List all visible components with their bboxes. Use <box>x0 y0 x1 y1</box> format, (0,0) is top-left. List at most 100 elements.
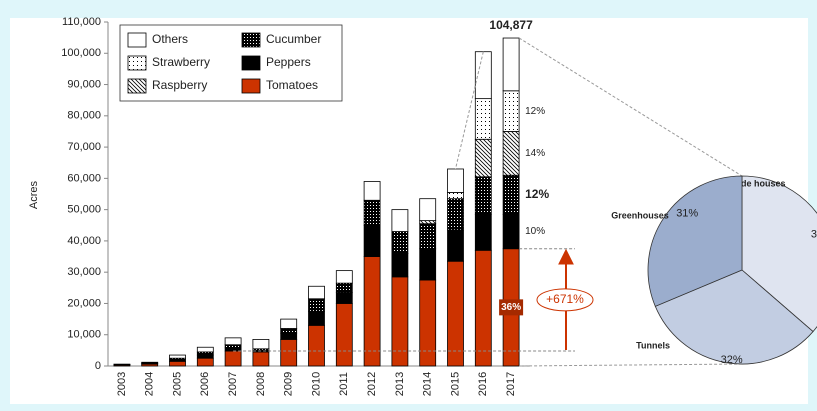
y-tick-label: 90,000 <box>67 78 101 90</box>
share-annotation: 12% <box>525 106 545 117</box>
share-annotation: 14% <box>525 148 545 159</box>
share-annotation: 12% <box>525 187 549 201</box>
bar-segment <box>474 98 492 140</box>
legend-label: Peppers <box>266 55 311 69</box>
bar-segment <box>280 339 298 367</box>
share-annotation: 10% <box>525 226 545 237</box>
x-tick-label: 2013 <box>394 372 406 396</box>
bar-segment <box>196 346 214 353</box>
legend-label: Cucumber <box>266 32 321 46</box>
x-tick-label: 2009 <box>283 372 295 396</box>
pie-value-label: 36% <box>811 229 817 241</box>
share-annotation: 36% <box>501 302 521 313</box>
bar-segment <box>252 351 270 367</box>
legend-label: Tomatoes <box>266 78 318 92</box>
bar-segment <box>308 285 325 300</box>
x-tick-label: 2006 <box>199 372 211 396</box>
bar-segment <box>419 198 437 221</box>
x-tick-label: 2004 <box>144 372 156 396</box>
bar-segment <box>391 276 409 367</box>
legend-box <box>119 24 343 102</box>
bar-segment <box>391 253 409 278</box>
leader-line <box>518 37 743 177</box>
x-tick-label: 2015 <box>449 372 461 396</box>
bar-segment <box>308 298 325 312</box>
bar-segment <box>169 360 186 367</box>
bar-segment <box>419 248 437 281</box>
bar-segment <box>447 229 464 262</box>
bar-segment <box>169 354 186 359</box>
y-axis-label: Acres <box>28 180 40 209</box>
pie-label: Shade houses <box>724 178 785 188</box>
x-tick-label: 2007 <box>227 372 239 396</box>
pie-value-label: 31% <box>676 207 698 219</box>
bar-segment <box>280 318 298 329</box>
y-tick-label: 100,000 <box>61 47 101 59</box>
bar-segment <box>502 213 520 250</box>
y-tick-label: 0 <box>95 360 101 372</box>
legend-swatch <box>127 32 147 48</box>
bar-segment <box>224 350 242 367</box>
bar-segment <box>419 279 437 367</box>
bar-segment <box>196 351 214 356</box>
x-tick-label: 2016 <box>477 372 489 396</box>
bar-segment <box>224 344 242 349</box>
y-tick-label: 50,000 <box>67 204 101 216</box>
bar-segment <box>474 51 492 100</box>
share-badge <box>499 299 524 316</box>
legend-swatch <box>127 55 147 71</box>
bar-segment <box>502 37 520 92</box>
bar-segment <box>335 292 353 304</box>
bar-segment <box>196 357 214 367</box>
x-tick-label: 2003 <box>116 372 128 396</box>
bar-segment <box>419 220 437 225</box>
bar-segment <box>224 337 242 346</box>
pie-label: Greenhouses <box>611 210 669 220</box>
bar-segment <box>363 199 381 226</box>
bar-segment <box>447 192 464 200</box>
x-tick-label: 2005 <box>171 372 183 396</box>
bar-segment <box>335 270 353 284</box>
y-tick-label: 20,000 <box>67 297 101 309</box>
legend-swatch <box>127 78 147 94</box>
x-tick-label: 2008 <box>255 372 267 396</box>
legend-label: Strawberry <box>152 55 210 69</box>
legend-swatch <box>241 32 261 48</box>
bar-segment <box>363 181 381 201</box>
y-tick-label: 40,000 <box>67 235 101 247</box>
y-tick-label: 10,000 <box>67 329 101 341</box>
legend-swatch <box>241 78 261 94</box>
bar-segment <box>447 260 464 367</box>
bar-segment <box>502 90 520 132</box>
bar-segment <box>474 176 492 215</box>
leader-line <box>455 51 484 170</box>
x-tick-label: 2014 <box>422 372 434 396</box>
pie-slice <box>647 175 743 307</box>
total-label: 104,877 <box>489 18 533 32</box>
pie-label: Tunnels <box>636 340 670 350</box>
y-tick-label: 70,000 <box>67 141 101 153</box>
bar-segment <box>474 213 492 251</box>
bar-segment <box>308 310 325 326</box>
bar-segment <box>474 249 492 367</box>
x-tick-label: 2010 <box>310 372 322 396</box>
bar-segment <box>252 339 270 350</box>
pie-value-label: 32% <box>721 354 743 366</box>
y-tick-label: 110,000 <box>62 16 101 28</box>
bar-segment <box>335 303 353 367</box>
bar-segment <box>141 361 159 364</box>
bar-segment <box>419 223 437 250</box>
legend-swatch <box>241 55 261 71</box>
bar-segment <box>363 256 381 367</box>
bar-segment <box>447 198 464 231</box>
bar-segment <box>502 131 520 176</box>
x-tick-label: 2012 <box>366 372 378 396</box>
bar-segment <box>391 209 409 232</box>
bar-segment <box>335 282 353 293</box>
x-tick-label: 2017 <box>505 372 517 396</box>
x-tick-label: 2011 <box>338 372 350 396</box>
bar-segment <box>280 332 298 340</box>
bar-segment <box>363 224 381 257</box>
